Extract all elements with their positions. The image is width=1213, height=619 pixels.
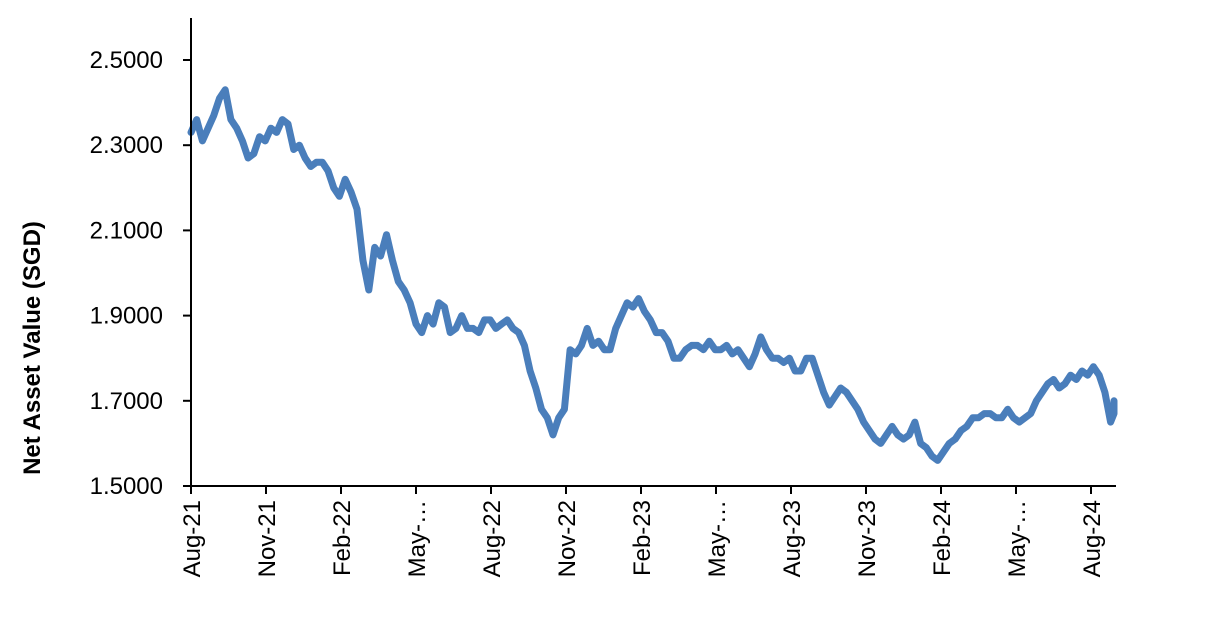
y-axis-title: Net Asset Value (SGD) [19, 221, 46, 475]
y-tick-label: 2.1000 [90, 217, 163, 244]
x-tick-label: May-… [404, 500, 431, 577]
x-tick-label: Aug-22 [479, 500, 506, 577]
x-axis-ticks: Aug-21 Nov-21 Feb-22 May-… Aug-22 Nov-22 Feb-2… [179, 486, 1106, 577]
x-tick-label: Nov-22 [554, 500, 581, 577]
x-tick-label: May-… [1004, 500, 1031, 577]
x-tick-label: Feb-22 [329, 500, 356, 576]
y-axis-ticks: 1.5000 1.7000 1.9000 2.1000 2.3000 2.5000 [90, 47, 191, 500]
x-tick-label: May-… [704, 500, 731, 577]
y-tick-label: 1.9000 [90, 303, 163, 330]
y-tick-label: 2.5000 [90, 47, 163, 74]
plot-area [187, 86, 1118, 464]
y-tick-label: 2.3000 [90, 132, 163, 159]
x-tick-label: Feb-23 [629, 500, 656, 576]
x-tick-label: Aug-21 [179, 500, 206, 577]
x-tick-label: Aug-23 [779, 500, 806, 577]
x-tick-label: Aug-24 [1079, 500, 1106, 577]
nav-series-line [187, 86, 1118, 464]
y-tick-label: 1.5000 [90, 473, 163, 500]
y-tick-label: 1.7000 [90, 388, 163, 415]
x-tick-label: Feb-24 [929, 500, 956, 576]
x-tick-label: Nov-21 [254, 500, 281, 577]
x-tick-label: Nov-23 [854, 500, 881, 577]
